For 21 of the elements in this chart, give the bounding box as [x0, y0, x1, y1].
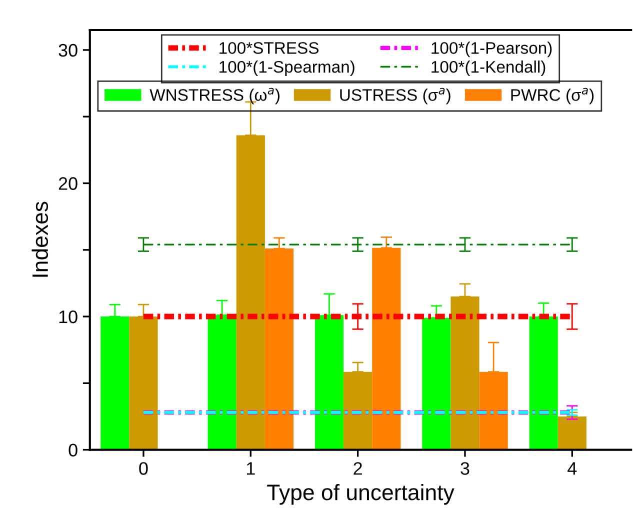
- legend-label: 100*(1-Pearson): [432, 42, 552, 58]
- bar: [529, 316, 558, 450]
- legend-label: WNSTRESS (ω$^{a}$): [150, 88, 280, 104]
- legend-label: USTRESS (σ$^{a}$): [340, 88, 450, 104]
- x-tick-label: 1: [247, 462, 255, 475]
- legend-label: 100*STRESS: [220, 42, 319, 54]
- y-tick-label: 10: [59, 310, 78, 324]
- bar: [558, 416, 586, 450]
- legend-label: 100*(1-Kendall): [432, 60, 546, 76]
- x-tick-label: 4: [568, 462, 577, 475]
- legend-label: PWRC (σ$^{a}$): [511, 88, 594, 104]
- y-tick-label: 0: [68, 444, 78, 457]
- y-tick-label: 20: [58, 177, 78, 190]
- x-tick-label: 2: [354, 462, 362, 475]
- x-axis-title: Type of uncertainty: [267, 484, 454, 505]
- y-tick-label: 30: [58, 44, 78, 57]
- bar: [422, 318, 451, 450]
- x-tick-label: 0: [139, 462, 148, 475]
- legend-label: 100*(1-Spearman): [220, 60, 354, 76]
- y-axis-title: Indexes: [32, 202, 48, 277]
- x-tick-label: 3: [460, 462, 470, 475]
